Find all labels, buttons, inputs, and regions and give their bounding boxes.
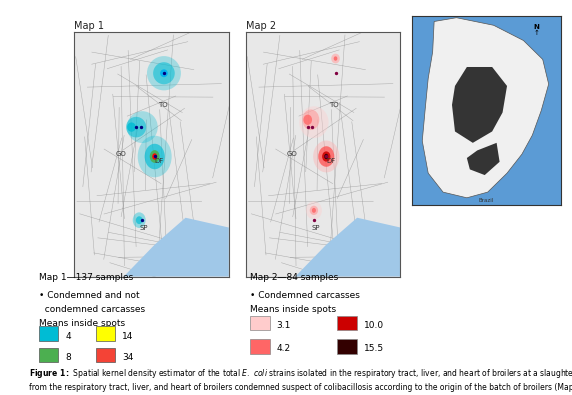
Text: Brazil: Brazil [479,198,494,203]
Ellipse shape [324,154,328,159]
Ellipse shape [127,111,158,143]
Text: SP: SP [140,224,148,231]
Ellipse shape [133,213,146,228]
Point [308,124,317,130]
Ellipse shape [299,106,328,138]
Polygon shape [124,218,229,276]
Ellipse shape [126,117,146,137]
Bar [250,339,269,354]
Ellipse shape [313,141,339,172]
Ellipse shape [138,136,172,177]
Point [331,70,340,76]
Polygon shape [467,143,499,175]
Text: 4: 4 [66,331,72,340]
Bar [250,316,269,331]
Text: 3.1: 3.1 [277,321,291,330]
Text: GO: GO [116,151,126,157]
Text: TO: TO [329,102,339,108]
Text: Map 2: Map 2 [246,21,276,31]
Text: TO: TO [157,102,167,108]
Bar [39,326,58,341]
Point [150,153,159,160]
Ellipse shape [152,153,157,160]
Bar [39,348,58,363]
Point [132,124,141,130]
Point [138,217,147,223]
Ellipse shape [153,62,175,84]
Text: GO: GO [287,151,297,157]
Ellipse shape [331,54,340,64]
Text: 15.5: 15.5 [364,344,384,353]
Text: DF: DF [326,158,336,164]
Text: SP: SP [311,224,320,231]
Text: Map 1—137 samples: Map 1—137 samples [39,273,133,282]
Text: Map 1: Map 1 [74,21,104,31]
Point [160,70,169,76]
Ellipse shape [303,109,319,130]
Text: ↑: ↑ [534,30,540,36]
Text: 10.0: 10.0 [364,321,384,330]
Bar [337,316,357,331]
Text: Map 2—84 samples: Map 2—84 samples [250,273,338,282]
Text: 34: 34 [122,353,134,362]
Text: $\mathbf{Figure\ 1{:}}$ Spatial kernel density estimator of the total $\mathit{E: $\mathbf{Figure\ 1{:}}$ Spatial kernel d… [29,367,572,395]
Ellipse shape [306,201,322,220]
Polygon shape [295,218,400,276]
Point [321,153,331,160]
Text: Means inside spots: Means inside spots [39,319,125,328]
Text: DF: DF [154,158,164,164]
Text: 4.2: 4.2 [277,344,291,353]
Text: condemned carcasses: condemned carcasses [39,305,145,314]
Ellipse shape [303,115,312,125]
Ellipse shape [136,216,142,224]
Text: • Condemned carcasses: • Condemned carcasses [250,291,360,300]
Ellipse shape [322,151,331,162]
Polygon shape [422,18,549,198]
Ellipse shape [310,206,318,215]
Point [303,124,312,130]
Ellipse shape [318,146,334,167]
Text: • Condemned and not: • Condemned and not [39,291,140,300]
Point [309,217,319,223]
Text: N: N [534,24,540,30]
Ellipse shape [150,150,160,163]
Ellipse shape [147,56,181,90]
Text: Means inside spots: Means inside spots [250,305,336,314]
Ellipse shape [160,69,168,77]
Bar [96,348,115,363]
Polygon shape [452,67,507,143]
Ellipse shape [312,208,316,213]
Ellipse shape [333,56,337,61]
Text: 8: 8 [66,353,72,362]
Ellipse shape [145,144,165,169]
Point [136,124,145,130]
Bar [337,339,357,354]
Ellipse shape [127,122,136,132]
Text: 14: 14 [122,331,134,340]
Bar [96,326,115,341]
